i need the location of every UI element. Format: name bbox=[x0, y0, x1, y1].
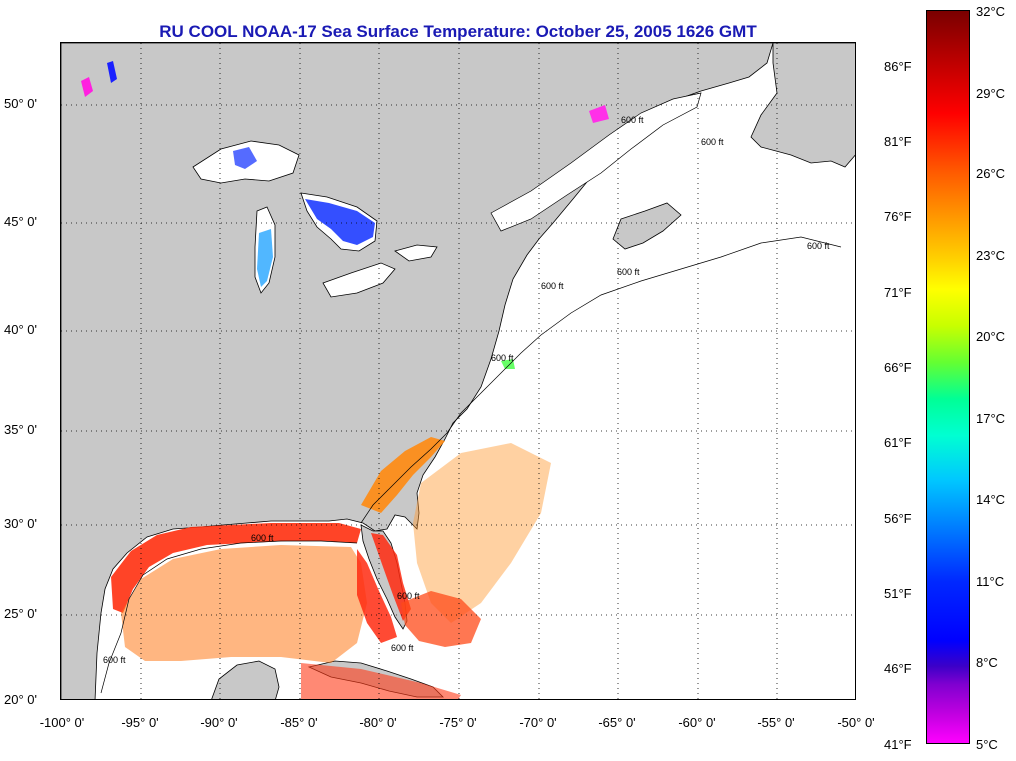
lon-label-65: -65° 0' bbox=[598, 715, 636, 730]
cb-celsius-26: 26°C bbox=[976, 166, 1006, 181]
temperature-colorbar bbox=[926, 10, 970, 744]
lake-sst-blue-sup bbox=[233, 147, 257, 169]
cb-celsius-23: 23°C bbox=[976, 248, 1006, 263]
isobath-label-9: 600 ft bbox=[391, 643, 414, 653]
bahamas-sst bbox=[401, 591, 481, 647]
gulf-sst-orange bbox=[121, 545, 367, 663]
map-canvas: 600 ft 600 ft 600 ft 600 ft 600 ft 600 f… bbox=[61, 43, 855, 699]
lat-label-45: 45° 0' bbox=[4, 214, 37, 229]
cb-celsius-5: 5°C bbox=[976, 737, 998, 752]
hudson-sst-blue bbox=[107, 61, 117, 83]
cb-celsius-11: 11°C bbox=[976, 574, 1005, 589]
land-yucatan bbox=[211, 660, 280, 699]
cb-fahrenheit-46: 46°F bbox=[884, 661, 912, 676]
isobath-label-0: 600 ft bbox=[251, 533, 274, 543]
lon-label-95: -95° 0' bbox=[121, 715, 159, 730]
gulf-stlawrence-sst bbox=[589, 105, 609, 123]
lon-label-75: -75° 0' bbox=[439, 715, 477, 730]
lat-label-30: 30° 0' bbox=[4, 516, 37, 531]
midatlantic-sst-green bbox=[501, 359, 515, 369]
map-title: RU COOL NOAA-17 Sea Surface Temperature:… bbox=[159, 22, 757, 41]
lon-label-85: -85° 0' bbox=[280, 715, 318, 730]
lon-label-90: -90° 0' bbox=[200, 715, 238, 730]
cb-celsius-20: 20°C bbox=[976, 329, 1006, 344]
cb-fahrenheit-86: 86°F bbox=[884, 59, 912, 74]
lake-sst-cyan bbox=[257, 229, 273, 287]
lon-label-80: -80° 0' bbox=[359, 715, 397, 730]
hudson-sst-magenta bbox=[81, 77, 93, 97]
cb-celsius-17: 17°C bbox=[976, 411, 1006, 426]
cb-fahrenheit-56: 56°F bbox=[884, 511, 912, 526]
isobath-label-6: 600 ft bbox=[701, 137, 724, 147]
isobath-label-3: 600 ft bbox=[541, 281, 564, 291]
atlantic-sst-scatter bbox=[413, 443, 551, 623]
lon-label-100: -100° 0' bbox=[39, 715, 85, 730]
lat-label-50: 50° 0' bbox=[4, 96, 37, 111]
lon-label-50: -50° 0' bbox=[837, 715, 875, 730]
isobath-label-5: 600 ft bbox=[621, 115, 644, 125]
cb-fahrenheit-66: 66°F bbox=[884, 360, 912, 375]
isobath-label-1: 600 ft bbox=[103, 655, 126, 665]
isobath-atlantic bbox=[360, 236, 842, 524]
gulf-sst-red bbox=[111, 523, 361, 613]
cb-fahrenheit-81: 81°F bbox=[884, 134, 912, 149]
lat-label-20: 20° 0' bbox=[4, 692, 37, 707]
isobath-gulf bbox=[100, 540, 358, 694]
cb-celsius-8: 8°C bbox=[976, 655, 998, 670]
cb-fahrenheit-76: 76°F bbox=[884, 209, 912, 224]
land-nova-scotia bbox=[612, 202, 682, 250]
isobath-label-4: 600 ft bbox=[617, 267, 640, 277]
isobath-label-2: 600 ft bbox=[491, 353, 514, 363]
st-lawrence bbox=[490, 92, 702, 232]
cb-celsius-32: 32°C bbox=[976, 4, 1006, 19]
cb-fahrenheit-71: 71°F bbox=[884, 285, 912, 300]
caribbean-sst bbox=[301, 663, 461, 699]
lat-label-40: 40° 0' bbox=[4, 322, 37, 337]
florida-east-sst bbox=[371, 533, 411, 621]
lake-erie bbox=[322, 262, 396, 298]
cb-fahrenheit-41: 41°F bbox=[884, 737, 912, 752]
lake-ontario bbox=[394, 244, 438, 262]
lat-label-35: 35° 0' bbox=[4, 422, 37, 437]
florida-west-sst bbox=[357, 549, 397, 643]
cb-celsius-14: 14°C bbox=[976, 492, 1006, 507]
lat-label-25: 25° 0' bbox=[4, 606, 37, 621]
sst-map: 600 ft 600 ft 600 ft 600 ft 600 ft 600 f… bbox=[60, 42, 856, 700]
isobath-label-8: 600 ft bbox=[397, 591, 420, 601]
cb-fahrenheit-61: 61°F bbox=[884, 435, 912, 450]
isobath-label-7: 600 ft bbox=[807, 241, 830, 251]
lon-label-60: -60° 0' bbox=[678, 715, 716, 730]
cb-fahrenheit-51: 51°F bbox=[884, 586, 912, 601]
lon-label-55: -55° 0' bbox=[757, 715, 795, 730]
cb-celsius-29: 29°C bbox=[976, 86, 1006, 101]
lake-sst-blue bbox=[305, 199, 375, 245]
lon-label-70: -70° 0' bbox=[519, 715, 557, 730]
